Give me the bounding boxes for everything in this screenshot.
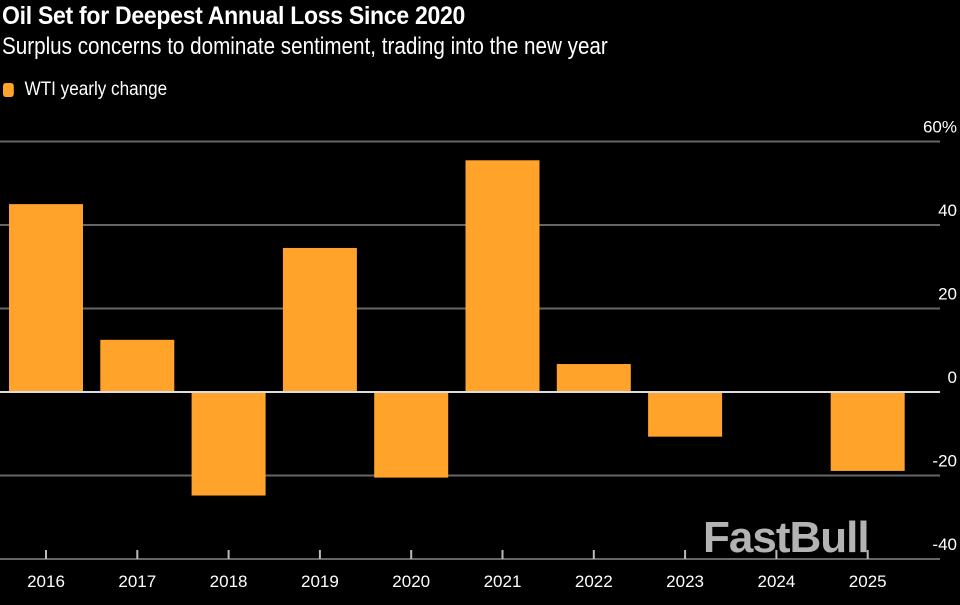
x-tick-label: 2020 (392, 572, 430, 591)
bar-2019 (282, 247, 357, 392)
x-tick-label: 2017 (118, 572, 156, 591)
chart-title: Oil Set for Deepest Annual Loss Since 20… (2, 2, 466, 30)
legend-swatch (3, 83, 14, 97)
x-tick-label: 2023 (666, 572, 704, 591)
legend-label: WTI yearly change (24, 79, 168, 100)
legend: WTI yearly change (3, 79, 167, 101)
bar-2022 (556, 364, 631, 392)
bar-2020 (374, 392, 449, 478)
y-tick-label: 40 (938, 201, 957, 220)
watermark-logo: FastBull (703, 513, 870, 562)
y-tick-label: 60% (923, 118, 957, 137)
chart-subtitle: Surplus concerns to dominate sentiment, … (2, 33, 608, 60)
x-tick-label: 2016 (27, 572, 65, 591)
x-tick-label: 2019 (301, 572, 339, 591)
bar-2025 (830, 392, 905, 471)
bar-2017 (100, 339, 175, 392)
y-tick-label: -20 (932, 452, 957, 471)
bar-2023 (648, 392, 723, 437)
x-tick-label: 2022 (575, 572, 613, 591)
y-tick-label: -40 (932, 535, 957, 554)
bar-2016 (9, 204, 83, 392)
x-tick-label: 2018 (210, 572, 248, 591)
bar-2021 (465, 160, 540, 392)
x-tick-label: 2024 (757, 572, 795, 591)
x-tick-label: 2025 (849, 572, 887, 591)
y-tick-label: 0 (948, 368, 957, 387)
bar-2018 (191, 392, 266, 496)
y-tick-label: 20 (938, 285, 957, 304)
x-tick-label: 2021 (484, 572, 522, 591)
